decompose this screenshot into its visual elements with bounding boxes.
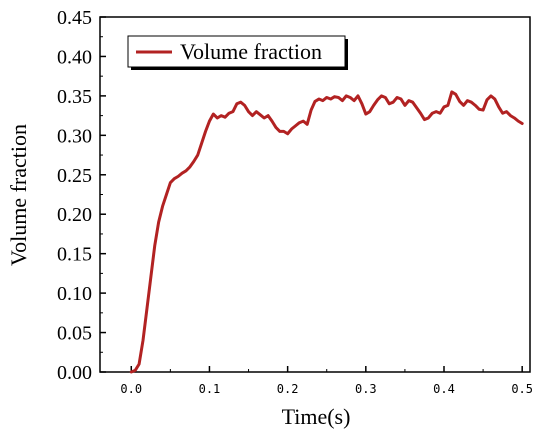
legend: Volume fraction [127,35,348,70]
legend-label: Volume fraction [180,39,322,64]
x-axis-ticks: 0.0 0.1 0.2 0.3 0.4 0.5 [120,366,533,396]
y-tick-label: 0.45 [57,7,92,29]
y-tick-label: 0.20 [57,204,92,226]
y-tick-label: 0.00 [57,362,92,384]
y-tick-label: 0.05 [57,323,92,345]
y-tick-label: 0.35 [57,86,92,108]
series-line-volume-fraction [129,90,524,374]
x-tick-label: 0.4 [433,382,455,396]
y-tick-label: 0.15 [57,244,92,266]
y-tick-label: 0.10 [57,283,92,305]
plot-area [99,16,531,373]
y-axis-ticks: 0.00 0.05 0.10 0.15 0.20 0.25 0.30 0.35 0.40 0.45 [57,7,106,384]
x-tick-label: 0.2 [277,382,299,396]
x-tick-label: 0.0 [120,382,142,396]
y-tick-label: 0.30 [57,125,92,147]
x-tick-label: 0.1 [199,382,221,396]
x-tick-label: 0.3 [355,382,377,396]
x-axis-label: Time(s) [282,404,351,429]
y-tick-label: 0.25 [57,165,92,187]
y-tick-label: 0.40 [57,46,92,68]
x-tick-label: 0.5 [511,382,533,396]
y-axis-label: Volume fraction [6,124,31,266]
